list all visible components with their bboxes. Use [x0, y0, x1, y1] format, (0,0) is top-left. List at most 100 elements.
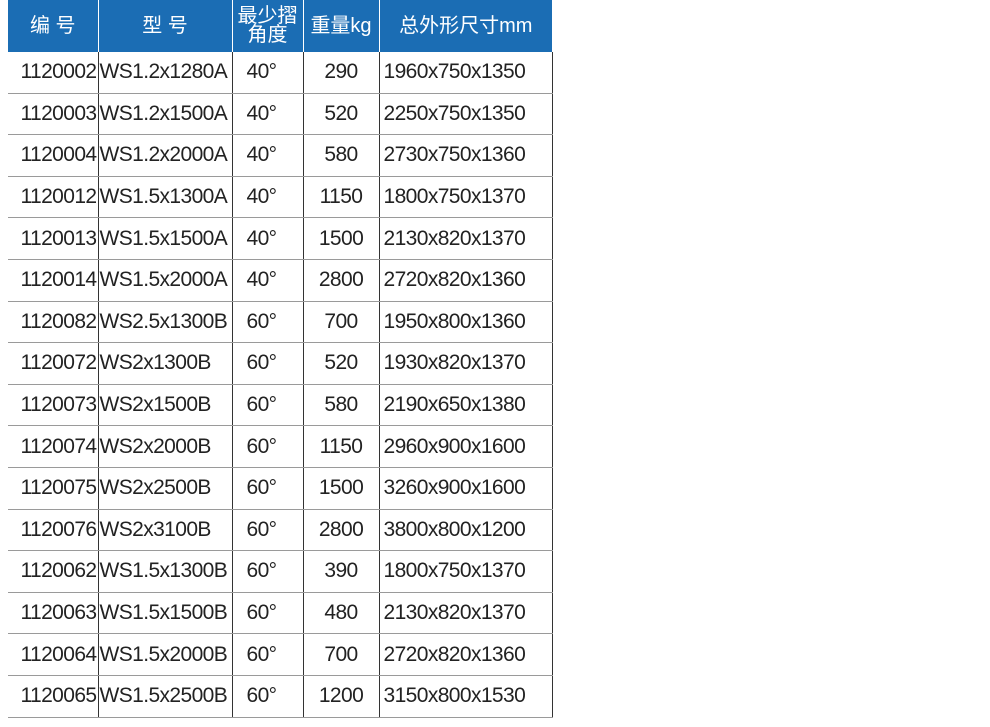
table-cell: WS1.5x2000B: [97, 633, 232, 676]
table-cell: 2190x650x1380: [378, 384, 553, 427]
table-cell: 2130x820x1370: [378, 217, 553, 260]
table-row: 1120002 WS1.2x1280A 40° 290 1960x750x1350: [8, 52, 553, 94]
table-cell: 1120062: [8, 550, 98, 593]
table-cell: 1120014: [8, 259, 98, 302]
table-cell: 290: [302, 52, 379, 94]
header-row: 编 号 型 号 最少摺 角度 重量kg 总外形尺寸mm: [8, 0, 552, 52]
spec-table-wrap: 编 号 型 号 最少摺 角度 重量kg 总外形尺寸mm 1120002 WS1.2x1280…: [8, 0, 553, 718]
table-cell: 60°: [231, 301, 303, 344]
table-row: 1120065 WS1.5x2500B 60° 1200 3150x800x1530: [8, 675, 553, 718]
table-cell: 1120072: [8, 342, 98, 385]
table-cell: 60°: [231, 467, 303, 510]
table-cell: 3800x800x1200: [378, 509, 553, 552]
header-cell: 编 号: [8, 0, 98, 52]
header-text: 最少摺: [237, 5, 298, 27]
table-row: 1120082 WS2.5x1300B 60° 700 1950x800x1360: [8, 301, 553, 344]
table-cell: WS1.5x2500B: [97, 675, 232, 718]
table-cell: WS2x2000B: [97, 425, 232, 468]
table-cell: WS1.2x1280A: [97, 52, 232, 94]
table-cell: 1120065: [8, 675, 98, 718]
table-cell: 40°: [231, 217, 303, 260]
header-cell: 型 号: [97, 0, 232, 52]
table-row: 1120064 WS1.5x2000B 60° 700 2720x820x1360: [8, 633, 553, 676]
table-cell: 1120064: [8, 633, 98, 676]
table-body: 1120002 WS1.2x1280A 40° 290 1960x750x1350 112…: [8, 52, 553, 718]
header-cell: 最少摺 角度: [231, 0, 303, 52]
table-cell: 520: [302, 342, 379, 385]
table-cell: WS1.5x1500A: [97, 217, 232, 260]
table-cell: 40°: [231, 259, 303, 302]
table-cell: 2130x820x1370: [378, 592, 553, 635]
table-cell: 1150: [302, 176, 379, 219]
table-cell: WS2x3100B: [97, 509, 232, 552]
header-text: 角度: [247, 24, 288, 46]
table-cell: WS1.2x2000A: [97, 134, 232, 177]
table-row: 1120075 WS2x2500B 60° 1500 3260x900x1600: [8, 467, 553, 510]
header-text: 重量kg: [310, 14, 372, 37]
table-cell: 1120074: [8, 425, 98, 468]
table-cell: 1120004: [8, 134, 98, 177]
table-row: 1120003 WS1.2x1500A 40° 520 2250x750x1350: [8, 93, 553, 136]
table-cell: 60°: [231, 550, 303, 593]
table-cell: 2720x820x1360: [378, 259, 553, 302]
table-cell: WS1.5x1500B: [97, 592, 232, 635]
table-cell: 1120063: [8, 592, 98, 635]
table-cell: 1500: [302, 217, 379, 260]
table-cell: 2800: [302, 509, 379, 552]
table-cell: WS2x1300B: [97, 342, 232, 385]
table-cell: WS1.5x2000A: [97, 259, 232, 302]
table-cell: 1950x800x1360: [378, 301, 553, 344]
table-cell: 390: [302, 550, 379, 593]
table-cell: 2800: [302, 259, 379, 302]
table-row: 1120013 WS1.5x1500A 40° 1500 2130x820x1370: [8, 217, 553, 260]
table-cell: WS2x1500B: [97, 384, 232, 427]
spec-table: 编 号 型 号 最少摺 角度 重量kg 总外形尺寸mm 1120002 WS1.2x1280…: [8, 0, 553, 718]
table-cell: 2730x750x1360: [378, 134, 553, 177]
table-cell: 2720x820x1360: [378, 633, 553, 676]
table-cell: 60°: [231, 384, 303, 427]
table-cell: WS1.2x1500A: [97, 93, 232, 136]
table-row: 1120072 WS2x1300B 60° 520 1930x820x1370: [8, 342, 553, 385]
table-cell: 1960x750x1350: [378, 52, 553, 94]
table-row: 1120014 WS1.5x2000A 40° 2800 2720x820x1360: [8, 259, 553, 302]
table-cell: 1500: [302, 467, 379, 510]
table-row: 1120074 WS2x2000B 60° 1150 2960x900x1600: [8, 425, 553, 468]
table-cell: WS2x2500B: [97, 467, 232, 510]
table-cell: 40°: [231, 93, 303, 136]
table-cell: 60°: [231, 342, 303, 385]
table-cell: 1120082: [8, 301, 98, 344]
table-cell: 1930x820x1370: [378, 342, 553, 385]
header-text: 编 号: [29, 14, 76, 37]
table-cell: 60°: [231, 509, 303, 552]
table-cell: 1120012: [8, 176, 98, 219]
table-cell: 2960x900x1600: [378, 425, 553, 468]
header-text: 总外形尺寸mm: [399, 14, 533, 37]
table-cell: 40°: [231, 134, 303, 177]
table-cell: 1120075: [8, 467, 98, 510]
table-cell: 1120076: [8, 509, 98, 552]
table-row: 1120004 WS1.2x2000A 40° 580 2730x750x1360: [8, 134, 553, 177]
header-cell: 总外形尺寸mm: [378, 0, 552, 52]
table-cell: 1120013: [8, 217, 98, 260]
table-row: 1120076 WS2x3100B 60° 2800 3800x800x1200: [8, 509, 553, 552]
table-cell: 700: [302, 301, 379, 344]
table-cell: 3150x800x1530: [378, 675, 553, 718]
table-cell: 580: [302, 134, 379, 177]
table-cell: 1800x750x1370: [378, 550, 553, 593]
table-row: 1120062 WS1.5x1300B 60° 390 1800x750x1370: [8, 550, 553, 593]
table-cell: 60°: [231, 425, 303, 468]
table-row: 1120073 WS2x1500B 60° 580 2190x650x1380: [8, 384, 553, 427]
table-cell: 1800x750x1370: [378, 176, 553, 219]
table-cell: 40°: [231, 176, 303, 219]
table-cell: 520: [302, 93, 379, 136]
table-cell: WS1.5x1300B: [97, 550, 232, 593]
table-cell: 1150: [302, 425, 379, 468]
table-cell: 1200: [302, 675, 379, 718]
table-cell: 40°: [231, 52, 303, 94]
table-cell: 1120003: [8, 93, 98, 136]
table-cell: 580: [302, 384, 379, 427]
table-row: 1120012 WS1.5x1300A 40° 1150 1800x750x1370: [8, 176, 553, 219]
header-cell: 重量kg: [302, 0, 379, 52]
table-cell: 480: [302, 592, 379, 635]
